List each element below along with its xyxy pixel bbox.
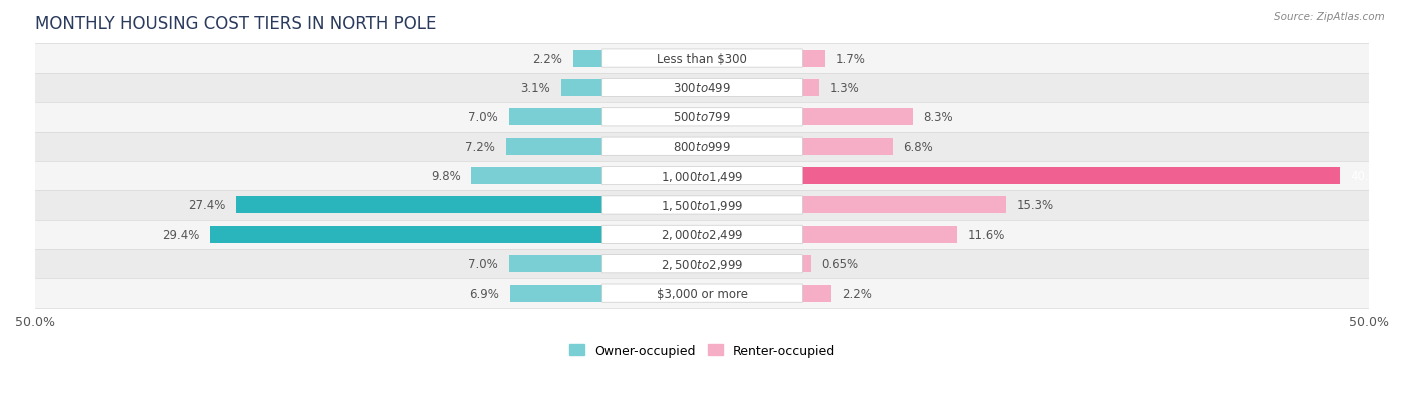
Text: 1.7%: 1.7% [835, 52, 865, 65]
Bar [35, 191, 1369, 220]
FancyBboxPatch shape [602, 284, 803, 302]
Text: 6.8%: 6.8% [904, 140, 934, 153]
Bar [35, 44, 1369, 74]
Text: 6.9%: 6.9% [470, 287, 499, 300]
Text: 2.2%: 2.2% [531, 52, 562, 65]
FancyBboxPatch shape [602, 167, 803, 185]
Text: 7.0%: 7.0% [468, 111, 498, 124]
Legend: Owner-occupied, Renter-occupied: Owner-occupied, Renter-occupied [564, 339, 841, 362]
Text: $3,000 or more: $3,000 or more [657, 287, 748, 300]
Text: 15.3%: 15.3% [1017, 199, 1054, 212]
Bar [35, 161, 1369, 191]
Bar [803, 197, 1007, 214]
Bar [35, 220, 1369, 249]
Bar [35, 74, 1369, 103]
Text: $1,000 to $1,499: $1,000 to $1,499 [661, 169, 744, 183]
FancyBboxPatch shape [602, 197, 803, 215]
Bar [471, 168, 602, 185]
Text: 8.3%: 8.3% [924, 111, 953, 124]
Text: 7.2%: 7.2% [465, 140, 495, 153]
Text: 2.2%: 2.2% [842, 287, 872, 300]
Bar [35, 132, 1369, 161]
Text: 9.8%: 9.8% [430, 170, 461, 183]
Bar [509, 109, 602, 126]
Bar [572, 50, 602, 67]
Bar [803, 80, 820, 97]
Bar [510, 285, 602, 302]
FancyBboxPatch shape [602, 255, 803, 273]
FancyBboxPatch shape [602, 79, 803, 97]
Text: $2,500 to $2,999: $2,500 to $2,999 [661, 257, 744, 271]
FancyBboxPatch shape [602, 50, 803, 68]
Text: $800 to $999: $800 to $999 [673, 140, 731, 153]
Bar [803, 285, 831, 302]
Text: 1.3%: 1.3% [830, 82, 860, 95]
Text: 0.65%: 0.65% [821, 258, 859, 271]
Bar [35, 249, 1369, 279]
FancyBboxPatch shape [602, 225, 803, 244]
FancyBboxPatch shape [602, 138, 803, 156]
Text: 40.3%: 40.3% [1350, 170, 1388, 183]
Bar [803, 138, 893, 155]
Bar [803, 256, 811, 273]
Bar [803, 50, 825, 67]
Text: Source: ZipAtlas.com: Source: ZipAtlas.com [1274, 12, 1385, 22]
Bar [209, 226, 602, 243]
Text: 7.0%: 7.0% [468, 258, 498, 271]
Text: 3.1%: 3.1% [520, 82, 550, 95]
Text: 29.4%: 29.4% [162, 228, 200, 241]
Text: 27.4%: 27.4% [188, 199, 226, 212]
Text: $1,500 to $1,999: $1,500 to $1,999 [661, 199, 744, 212]
Bar [803, 168, 1340, 185]
Text: $300 to $499: $300 to $499 [673, 82, 731, 95]
Text: $2,000 to $2,499: $2,000 to $2,499 [661, 228, 744, 242]
Bar [509, 256, 602, 273]
Bar [236, 197, 602, 214]
Text: Less than $300: Less than $300 [657, 52, 747, 65]
FancyBboxPatch shape [602, 109, 803, 127]
Text: $500 to $799: $500 to $799 [673, 111, 731, 124]
Bar [35, 279, 1369, 308]
Bar [561, 80, 602, 97]
Bar [506, 138, 602, 155]
Bar [803, 226, 957, 243]
Text: MONTHLY HOUSING COST TIERS IN NORTH POLE: MONTHLY HOUSING COST TIERS IN NORTH POLE [35, 15, 436, 33]
Bar [803, 109, 912, 126]
Bar [35, 103, 1369, 132]
Text: 11.6%: 11.6% [967, 228, 1005, 241]
